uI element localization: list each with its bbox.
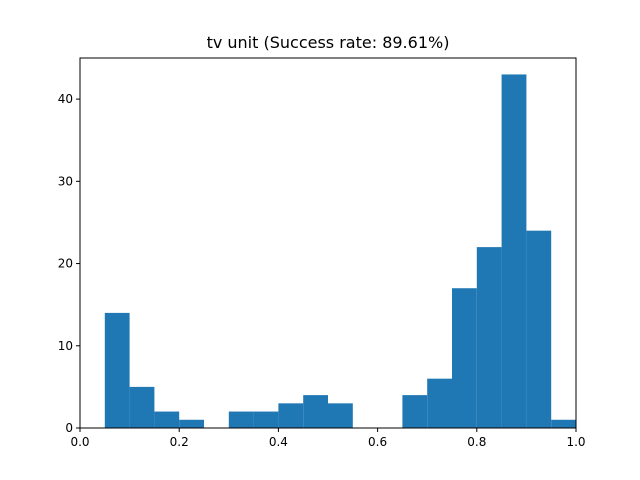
histogram-bar-10 [427,378,452,428]
histogram-bar-4 [228,411,254,428]
y-tick-label-0: 0 [65,421,73,435]
histogram-bar-11 [452,288,477,428]
histogram-bar-14 [526,230,552,428]
histogram-bar-6 [278,403,304,428]
chart-title: tv unit (Success rate: 89.61%) [207,33,450,52]
histogram-bar-1 [129,386,155,428]
plot-frame [79,57,577,429]
histogram-bar-7 [303,395,328,428]
y-axis: 0 10 20 30 40 [58,92,80,435]
histogram-bar-5 [253,411,279,428]
y-tick-label-3: 30 [58,174,73,188]
x-tick-label-3: 0.6 [368,435,387,449]
histogram-bar-12 [476,247,502,428]
x-tick-label-4: 0.8 [467,435,486,449]
histogram-bar-15 [551,419,576,428]
histogram-bar-2 [154,411,180,428]
histogram-bar-13 [501,74,527,428]
x-tick-label-2: 0.4 [269,435,288,449]
histogram-bar-3 [179,419,204,428]
histogram-bar-8 [328,403,353,428]
bars-group [104,74,576,428]
y-tick-label-1: 10 [58,339,73,353]
x-tick-label-0: 0.0 [70,435,89,449]
histogram-bar-0 [104,312,130,428]
x-tick-label-5: 1.0 [566,435,585,449]
y-tick-label-4: 40 [58,92,73,106]
x-axis: 0.0 0.2 0.4 0.6 0.8 1.0 [70,428,586,449]
x-tick-label-1: 0.2 [170,435,189,449]
histogram-bar-9 [402,395,428,428]
y-tick-label-2: 20 [58,257,73,271]
